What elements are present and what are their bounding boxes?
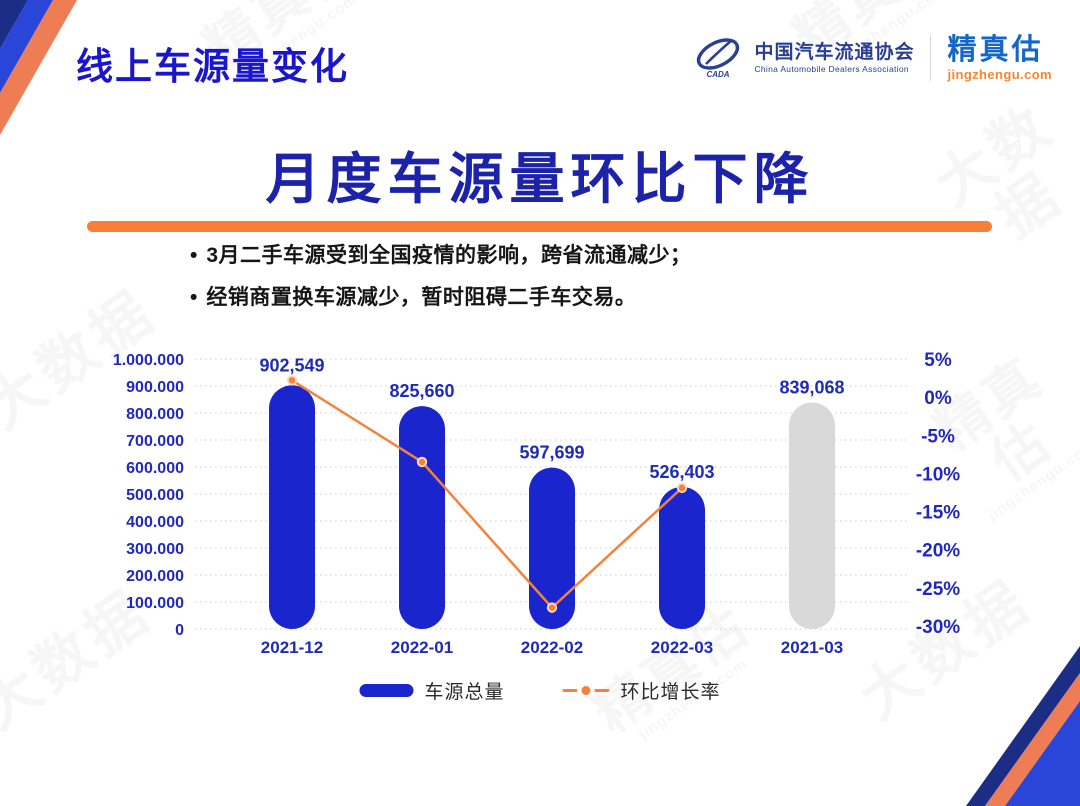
- left-axis-tick: 800.000: [126, 406, 184, 423]
- bar-2022-01: [399, 406, 445, 629]
- x-axis-label: 2022-02: [521, 638, 583, 657]
- right-axis-tick: 0%: [924, 388, 952, 409]
- bar-value-label: 902,549: [259, 355, 324, 375]
- line-legend-dash: [594, 689, 610, 692]
- x-axis-label: 2021-12: [261, 638, 323, 657]
- cada-logo-text: 中国汽车流通协会 China Automobile Dealers Associ…: [754, 41, 915, 74]
- cada-subtitle: China Automobile Dealers Association: [754, 63, 909, 74]
- left-axis-tick: 500.000: [126, 487, 184, 504]
- title-underline: [87, 221, 992, 232]
- bar-2021-12: [269, 385, 315, 629]
- x-axis-label: 2021-03: [781, 638, 843, 657]
- bar-2022-02: [529, 467, 575, 629]
- svg-text:CADA: CADA: [707, 70, 730, 79]
- left-axis-tick: 0: [175, 622, 184, 639]
- bullet-text: 3月二手车源受到全国疫情的影响，跨省流通减少；: [206, 244, 692, 267]
- line-legend-dash: [562, 689, 578, 692]
- jingzhengu-domain: jingzhengu.com: [947, 66, 1052, 82]
- bullet-text: 经销商置换车源减少，暂时阻碍二手车交易。: [206, 286, 637, 310]
- line-marker: [286, 375, 298, 386]
- line-legend-swatch: [562, 686, 610, 695]
- chart-legend: 车源总量 环比增长率: [359, 677, 720, 704]
- bar-legend-label: 车源总量: [424, 682, 505, 703]
- bar-2021-03: [789, 402, 835, 629]
- bar-legend-swatch: [359, 684, 414, 697]
- line-marker: [546, 602, 558, 613]
- right-axis-tick: -5%: [921, 426, 955, 447]
- bar-2022-03: [659, 486, 705, 629]
- right-axis-tick: -20%: [916, 541, 960, 562]
- left-axis-tick: 600.000: [126, 460, 184, 477]
- left-axis-tick: 300.000: [126, 541, 184, 558]
- logo-divider: [930, 35, 932, 81]
- jingzhengu-name: 精真估: [947, 33, 1044, 66]
- right-axis-tick: -10%: [916, 464, 960, 485]
- right-axis-tick: 5%: [924, 350, 952, 371]
- chart-main-title: 月度车源量环比下降: [265, 148, 815, 210]
- growth-rate-line: [291, 379, 683, 609]
- x-axis-label: 2022-01: [391, 638, 453, 657]
- bar-value-label: 597,699: [519, 443, 584, 463]
- right-axis-tick: -25%: [916, 579, 960, 600]
- legend-item-bar: 车源总量: [359, 677, 504, 704]
- line-legend-dot: [581, 686, 591, 695]
- bullet-item: • 3月二手车源受到全国疫情的影响，跨省流通减少；: [190, 243, 692, 268]
- bar-value-label: 526,403: [649, 462, 714, 482]
- jingzhengu-logo-text: 精真估 jingzhengu.com: [947, 33, 1052, 82]
- line-marker: [416, 456, 428, 468]
- bar-value-label: 839,068: [779, 377, 844, 397]
- right-axis-tick: -15%: [916, 503, 960, 524]
- line-marker: [676, 482, 688, 494]
- logo-block: CADA 中国汽车流通协会 China Automobile Dealers A…: [692, 32, 1052, 84]
- bullet-item: • 经销商置换车源减少，暂时阻碍二手车交易。: [190, 285, 692, 310]
- left-axis-tick: 200.000: [126, 568, 184, 585]
- left-axis-tick: 900.000: [126, 379, 184, 396]
- bar-value-label: 825,660: [389, 381, 454, 401]
- bullet-list: • 3月二手车源受到全国疫情的影响，跨省流通减少； • 经销商置换车源减少，暂时…: [190, 243, 692, 310]
- line-legend-label: 环比增长率: [620, 682, 721, 703]
- bullet-dot: •: [190, 286, 198, 310]
- cada-logo-icon: CADA: [697, 38, 740, 79]
- bullet-dot: •: [190, 244, 198, 267]
- x-axis-label: 2022-03: [651, 638, 713, 657]
- left-axis-tick: 100.000: [126, 595, 184, 612]
- page-title: 线上车源量变化: [76, 46, 349, 87]
- left-axis-tick: 400.000: [126, 514, 184, 531]
- right-axis-tick: -30%: [916, 617, 960, 638]
- legend-item-line: 环比增长率: [562, 677, 721, 704]
- left-axis-tick: 1.000.000: [113, 352, 184, 369]
- cada-name: 中国汽车流通协会: [754, 41, 915, 63]
- left-axis-tick: 700.000: [126, 433, 184, 450]
